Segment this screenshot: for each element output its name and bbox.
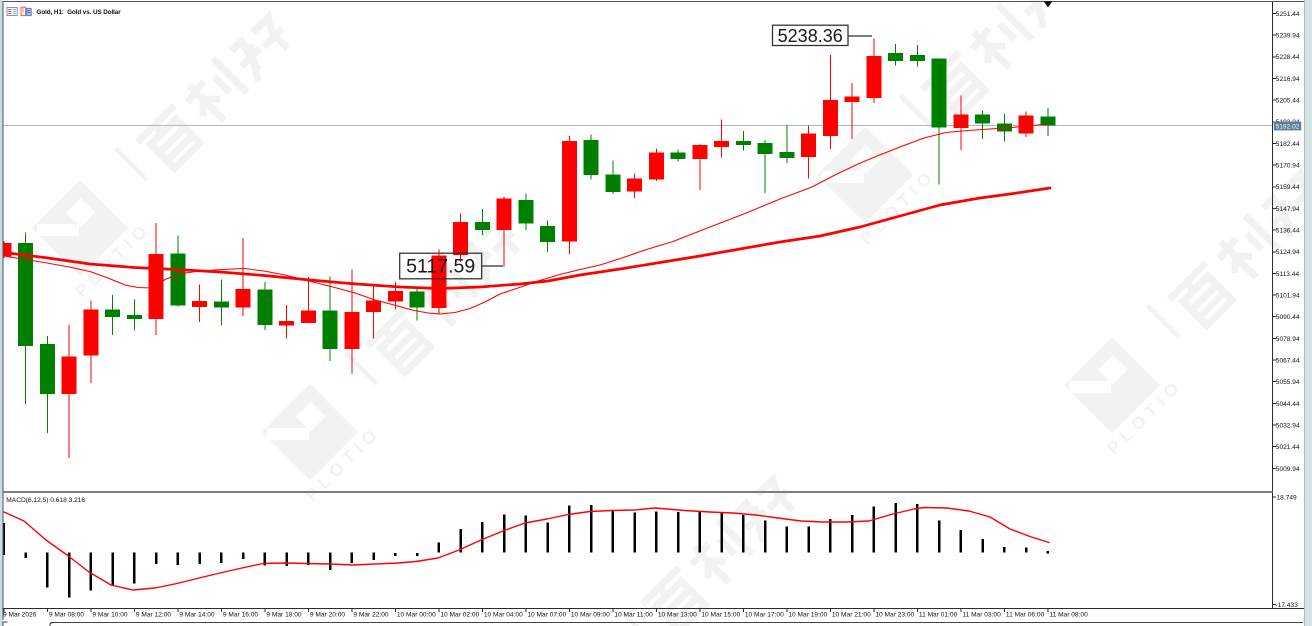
svg-text:9 Mar 08:00: 9 Mar 08:00 xyxy=(49,612,85,619)
svg-text:5101.94: 5101.94 xyxy=(1276,292,1300,299)
svg-text:10 Mar 19:00: 10 Mar 19:00 xyxy=(788,612,827,619)
svg-text:5147.94: 5147.94 xyxy=(1276,206,1300,213)
svg-text:5205.44: 5205.44 xyxy=(1276,98,1300,105)
svg-text:10 Mar 07:00: 10 Mar 07:00 xyxy=(527,612,566,619)
svg-text:9 Mar 10:00: 9 Mar 10:00 xyxy=(92,612,128,619)
svg-text:5228.44: 5228.44 xyxy=(1276,54,1300,61)
svg-text:9 Mar 2026: 9 Mar 2026 xyxy=(3,612,37,619)
svg-text:9 Mar 20:00: 9 Mar 20:00 xyxy=(310,612,346,619)
svg-text:MACD(6,12,5) 0.618 3.216: MACD(6,12,5) 0.618 3.216 xyxy=(6,497,85,504)
svg-text:5216.94: 5216.94 xyxy=(1276,76,1300,83)
svg-text:10 Mar 13:00: 10 Mar 13:00 xyxy=(658,612,697,619)
svg-text:-17.433: -17.433 xyxy=(1276,602,1299,609)
svg-text:10 Mar 21:00: 10 Mar 21:00 xyxy=(832,612,871,619)
svg-text:5182.44: 5182.44 xyxy=(1276,141,1300,148)
svg-text:11 Mar 01:00: 11 Mar 01:00 xyxy=(919,612,958,619)
svg-text:5117.59: 5117.59 xyxy=(406,256,475,278)
svg-text:5136.44: 5136.44 xyxy=(1276,228,1300,235)
svg-text:10 Mar 00:00: 10 Mar 00:00 xyxy=(397,612,436,619)
svg-text:5009.94: 5009.94 xyxy=(1276,466,1300,473)
svg-text:10 Mar 11:00: 10 Mar 11:00 xyxy=(614,612,653,619)
svg-text:10 Mar 15:00: 10 Mar 15:00 xyxy=(701,612,740,619)
svg-text:11 Mar 03:00: 11 Mar 03:00 xyxy=(962,612,1001,619)
svg-text:5251.44: 5251.44 xyxy=(1276,11,1300,18)
svg-text:5113.44: 5113.44 xyxy=(1276,271,1300,278)
svg-text:9 Mar 12:00: 9 Mar 12:00 xyxy=(136,612,172,619)
svg-text:5192.02: 5192.02 xyxy=(1276,123,1300,130)
svg-text:11 Mar 06:00: 11 Mar 06:00 xyxy=(1006,612,1045,619)
svg-text:10 Mar 09:00: 10 Mar 09:00 xyxy=(571,612,610,619)
svg-text:5170.94: 5170.94 xyxy=(1276,163,1300,170)
svg-text:5055.94: 5055.94 xyxy=(1276,379,1300,386)
svg-text:10 Mar 23:00: 10 Mar 23:00 xyxy=(875,612,914,619)
svg-text:5032.94: 5032.94 xyxy=(1276,422,1300,429)
svg-text:10 Mar 04:00: 10 Mar 04:00 xyxy=(484,612,523,619)
svg-text:11 Mar 08:00: 11 Mar 08:00 xyxy=(1049,612,1088,619)
svg-text:5021.44: 5021.44 xyxy=(1276,444,1300,451)
svg-text:5124.94: 5124.94 xyxy=(1276,249,1300,256)
svg-text:9 Mar 18:00: 9 Mar 18:00 xyxy=(266,612,302,619)
svg-text:5090.44: 5090.44 xyxy=(1276,314,1300,321)
svg-text:5238.36: 5238.36 xyxy=(778,26,843,46)
svg-text:Gold, H1: Gold vs. US Dollar: Gold, H1: Gold vs. US Dollar xyxy=(37,9,122,16)
svg-text:5239.94: 5239.94 xyxy=(1276,33,1300,40)
svg-text:10 Mar 17:00: 10 Mar 17:00 xyxy=(745,612,784,619)
svg-text:5067.44: 5067.44 xyxy=(1276,357,1300,364)
svg-text:5159.44: 5159.44 xyxy=(1276,184,1300,191)
svg-text:10 Mar 02:00: 10 Mar 02:00 xyxy=(440,612,479,619)
svg-text:18.749: 18.749 xyxy=(1277,494,1298,501)
svg-text:5078.94: 5078.94 xyxy=(1276,336,1300,343)
svg-text:9 Mar 14:00: 9 Mar 14:00 xyxy=(179,612,215,619)
svg-text:9 Mar 22:00: 9 Mar 22:00 xyxy=(353,612,389,619)
svg-text:5044.44: 5044.44 xyxy=(1276,401,1300,408)
svg-text:9 Mar 16:00: 9 Mar 16:00 xyxy=(223,612,259,619)
